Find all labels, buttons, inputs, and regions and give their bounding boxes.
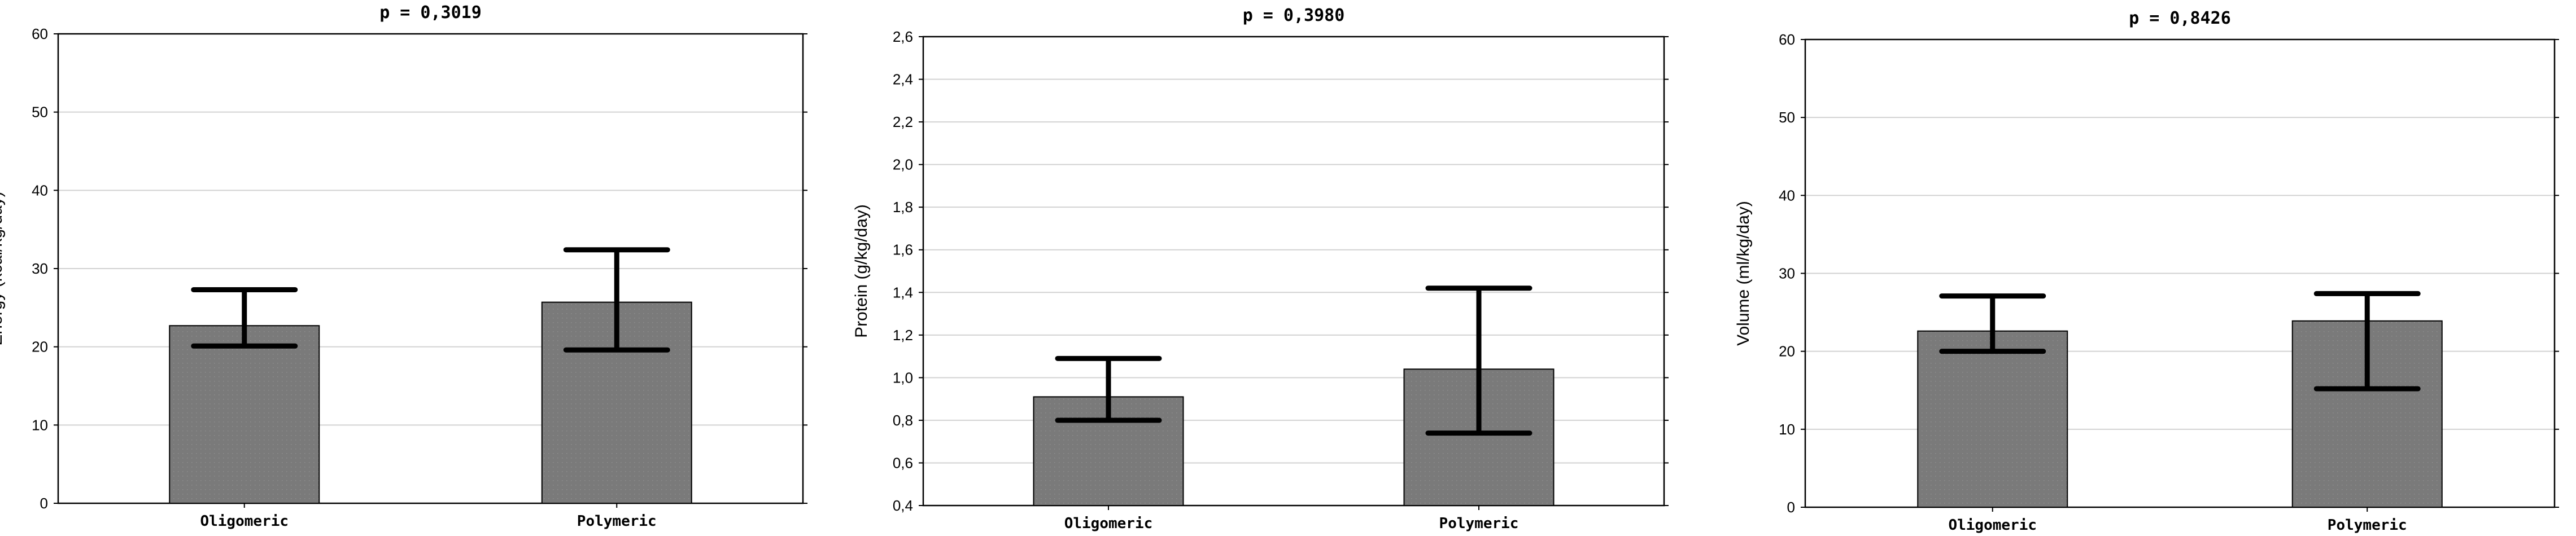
y-axis-label: Protein (g/kg/day) <box>852 204 871 338</box>
chart-1: 0 10 20 30 40 50 60 p = 0,3019 Energy (kcal/kg/d… <box>0 3 807 530</box>
y-tick-label: 2,4 <box>893 71 913 88</box>
chart-2: 0,4 0,6 0,8 1,0 1,2 1,4 1,6 1,8 2,0 2,2 2,4 2,6 p = … <box>852 6 1669 532</box>
y-axis-label: Volume (ml/kg/day) <box>1734 201 1753 346</box>
chart-3: 0 10 20 30 40 50 60 p = 0,8426 Volume (ml/kg/day… <box>1734 8 2559 534</box>
y-tick-label: 30 <box>32 260 48 277</box>
x-category-label: Polymeric <box>1439 515 1519 532</box>
y-tick-label: 20 <box>32 339 48 355</box>
y-tick-label: 0,6 <box>893 454 913 471</box>
y-tick-label: 2,6 <box>893 28 913 45</box>
x-category-label: Polymeric <box>577 513 657 530</box>
y-tick-label: 40 <box>32 182 48 199</box>
plot-frame <box>1804 38 2556 508</box>
y-tick-label: 1,2 <box>893 327 913 344</box>
y-tick-label: 50 <box>1779 109 1795 126</box>
y-tick-label: 20 <box>1779 343 1795 360</box>
x-category-label: Polymeric <box>2328 517 2407 534</box>
y-tick-label: 30 <box>1779 265 1795 282</box>
y-tick-label: 0 <box>40 495 48 512</box>
x-category-label: Oligomeric <box>1064 515 1153 532</box>
y-tick-label: 60 <box>32 25 48 42</box>
plot-frame <box>922 36 1665 507</box>
y-tick-label: 2,0 <box>893 156 913 173</box>
bar-oligomeric <box>169 325 320 504</box>
chart-title: p = 0,8426 <box>2129 8 2231 28</box>
y-tick-label: 0,8 <box>893 412 913 429</box>
plot-frame <box>57 33 804 504</box>
y-tick-label: 1,4 <box>893 284 913 301</box>
y-tick-label: 60 <box>1779 31 1795 48</box>
y-tick-label: 50 <box>32 104 48 121</box>
y-tick-label: 1,0 <box>893 369 913 386</box>
y-tick-label: 40 <box>1779 187 1795 204</box>
bar-oligomeric <box>1917 330 2068 508</box>
y-tick-label: 2,2 <box>893 113 913 130</box>
y-tick-label: 10 <box>1779 421 1795 438</box>
x-category-label: Oligomeric <box>1948 517 2037 534</box>
y-axis-label: Energy (kcal/kg/day) <box>0 191 6 345</box>
y-tick-label: 1,8 <box>893 199 913 216</box>
y-tick-label: 0,4 <box>893 497 913 514</box>
x-category-label: Oligomeric <box>200 513 289 530</box>
y-tick-label: 10 <box>32 416 48 433</box>
y-tick-label: 1,6 <box>893 241 913 258</box>
y-tick-label: 0 <box>1787 499 1795 516</box>
chart-title: p = 0,3019 <box>379 3 482 23</box>
chart-title: p = 0,3980 <box>1243 6 1345 25</box>
